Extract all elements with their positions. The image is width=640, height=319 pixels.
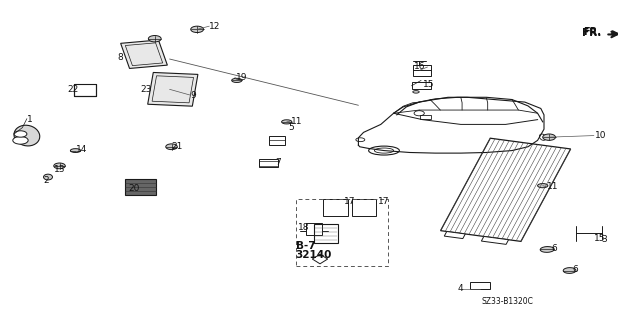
Ellipse shape	[44, 174, 52, 180]
Ellipse shape	[14, 125, 40, 146]
Text: 9: 9	[191, 91, 196, 100]
Text: 11: 11	[291, 117, 303, 126]
Text: 5: 5	[288, 123, 294, 132]
Ellipse shape	[356, 138, 365, 142]
Ellipse shape	[563, 268, 576, 273]
Circle shape	[166, 144, 177, 150]
Bar	[296, 199, 388, 266]
Bar	[125, 179, 156, 195]
Text: 17: 17	[344, 197, 355, 206]
Circle shape	[414, 111, 424, 116]
Text: 4: 4	[458, 284, 463, 293]
Polygon shape	[440, 138, 571, 241]
Circle shape	[13, 137, 28, 144]
Circle shape	[543, 134, 556, 140]
Bar	[269, 136, 285, 145]
Polygon shape	[121, 40, 167, 69]
Ellipse shape	[538, 184, 548, 188]
Text: 3: 3	[602, 235, 607, 244]
Text: FR.: FR.	[584, 27, 602, 37]
Polygon shape	[148, 72, 198, 106]
Polygon shape	[481, 236, 509, 244]
Ellipse shape	[540, 134, 546, 140]
Bar	[306, 223, 322, 235]
Text: 20: 20	[128, 184, 140, 193]
Text: 11: 11	[547, 182, 559, 191]
Bar	[352, 199, 376, 216]
Ellipse shape	[232, 78, 242, 83]
Text: 15: 15	[423, 80, 435, 89]
Text: B-7: B-7	[296, 241, 316, 251]
Text: 18: 18	[298, 223, 309, 232]
Bar	[412, 82, 431, 89]
Text: FR.: FR.	[582, 27, 601, 38]
Text: 19: 19	[236, 73, 247, 82]
Text: 1: 1	[27, 115, 33, 124]
Text: 21: 21	[172, 142, 183, 151]
Text: 7: 7	[275, 158, 281, 167]
Bar	[259, 161, 278, 166]
Text: 12: 12	[209, 22, 221, 31]
Bar	[74, 84, 96, 96]
Text: SZ33-B1320C: SZ33-B1320C	[481, 297, 534, 306]
Ellipse shape	[497, 149, 527, 158]
Bar	[323, 199, 348, 216]
Text: 16: 16	[414, 63, 426, 71]
Polygon shape	[444, 232, 465, 239]
Ellipse shape	[282, 120, 292, 124]
Circle shape	[148, 35, 161, 42]
Bar	[470, 282, 490, 289]
Text: 23: 23	[141, 85, 152, 94]
Text: 17: 17	[378, 197, 389, 206]
Text: 8: 8	[117, 53, 123, 62]
Bar	[413, 65, 431, 76]
Ellipse shape	[502, 151, 522, 156]
Text: 14: 14	[76, 145, 87, 154]
Ellipse shape	[540, 247, 554, 252]
Text: 13: 13	[54, 165, 65, 174]
Bar	[314, 224, 338, 243]
Bar	[420, 115, 431, 119]
Text: 32140: 32140	[296, 250, 332, 260]
Text: 15: 15	[594, 234, 605, 243]
Text: 6: 6	[573, 265, 579, 274]
Ellipse shape	[369, 146, 399, 155]
Ellipse shape	[70, 149, 81, 152]
Text: 22: 22	[67, 85, 79, 94]
Ellipse shape	[374, 148, 394, 153]
Circle shape	[14, 131, 27, 137]
Text: 2: 2	[44, 176, 49, 185]
Text: 6: 6	[552, 244, 557, 253]
Ellipse shape	[413, 91, 419, 93]
Text: 10: 10	[595, 131, 607, 140]
Circle shape	[191, 26, 204, 33]
Circle shape	[54, 163, 65, 169]
Bar	[259, 159, 278, 167]
